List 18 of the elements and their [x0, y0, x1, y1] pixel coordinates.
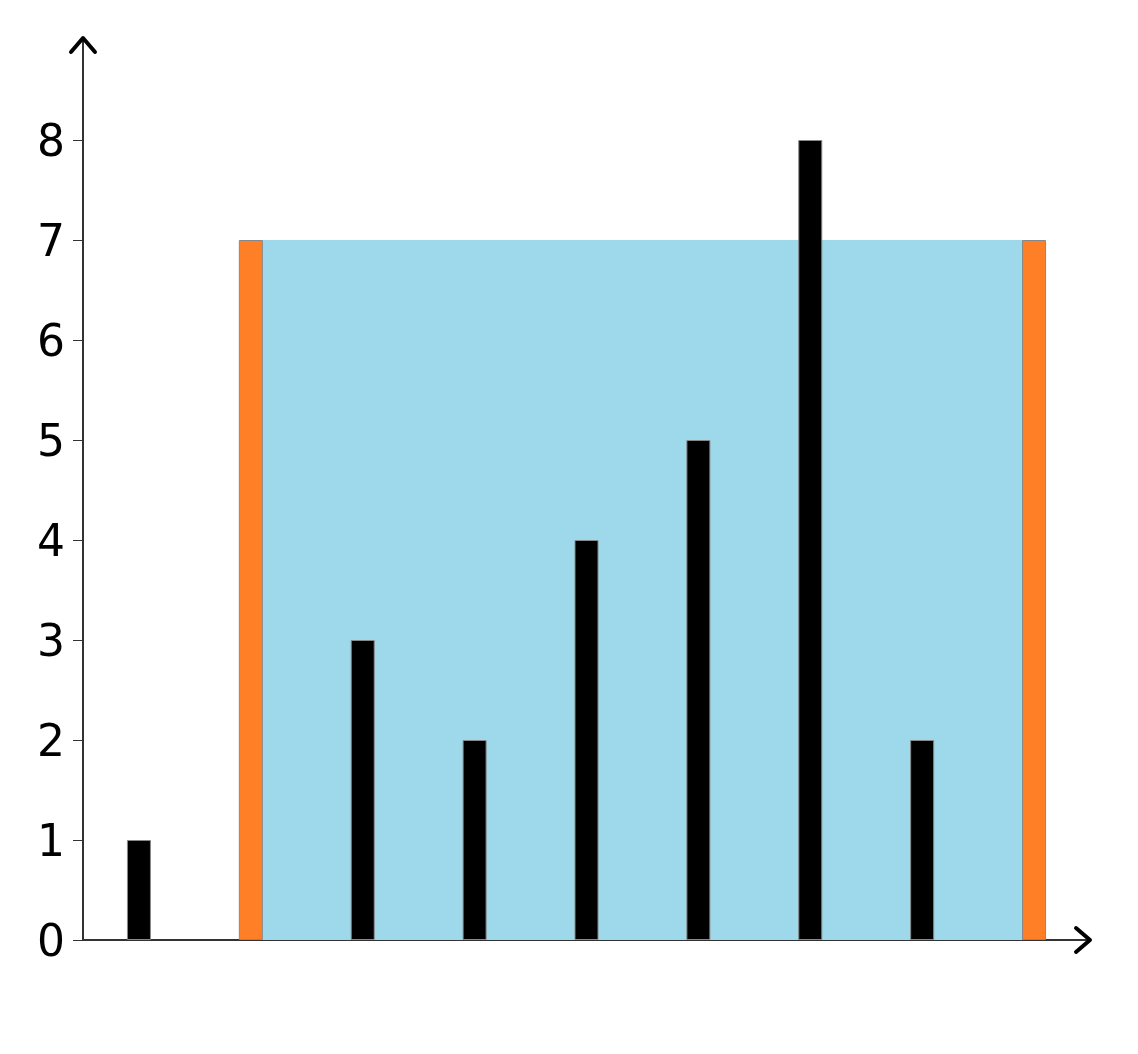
bar — [798, 140, 823, 940]
y-tick-label: 6 — [37, 314, 65, 366]
y-tick-label: 7 — [37, 214, 65, 266]
bar — [126, 840, 151, 940]
y-tick-label: 0 — [37, 914, 65, 966]
bar — [1022, 240, 1047, 940]
bar — [910, 740, 935, 940]
y-tick-label: 3 — [37, 614, 65, 666]
bar — [574, 540, 599, 940]
y-tick-label: 2 — [37, 714, 65, 766]
y-tick-label: 4 — [37, 514, 65, 566]
y-tick-label: 1 — [37, 814, 65, 866]
y-tick-label: 5 — [37, 414, 65, 466]
bar — [686, 440, 711, 940]
bar — [462, 740, 487, 940]
bar — [238, 240, 263, 940]
bar — [350, 640, 375, 940]
y-tick-label: 8 — [37, 114, 65, 166]
